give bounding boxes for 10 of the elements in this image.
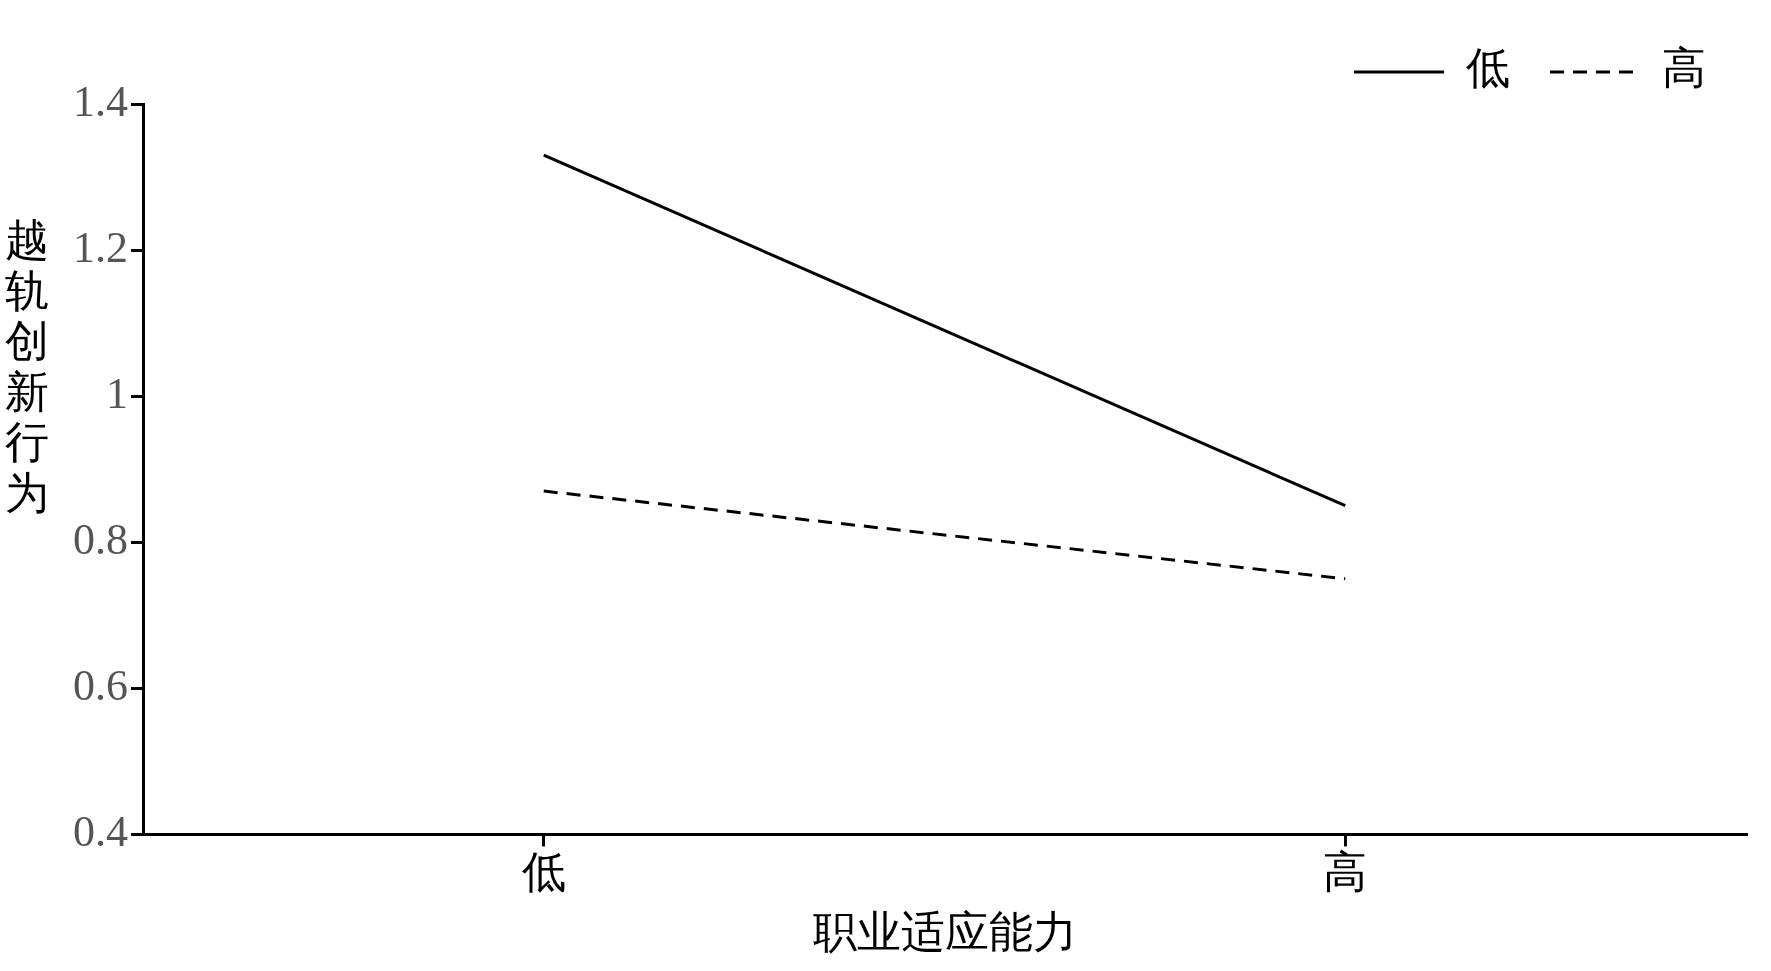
y-tick-label: 0.8 <box>73 514 128 564</box>
y-axis-title: 越轨创新行为 <box>5 214 50 519</box>
legend-label: 低 <box>1466 42 1510 94</box>
y-tick-label: 1.4 <box>73 76 128 126</box>
y-tick-label: 0.4 <box>73 806 128 856</box>
y-tick-label: 1 <box>106 368 128 418</box>
y-tick-label: 0.6 <box>73 660 128 710</box>
y-tick-label: 1.2 <box>73 222 128 272</box>
x-axis-title: 职业适应能力 <box>812 906 1077 958</box>
legend-label: 高 <box>1662 42 1706 94</box>
